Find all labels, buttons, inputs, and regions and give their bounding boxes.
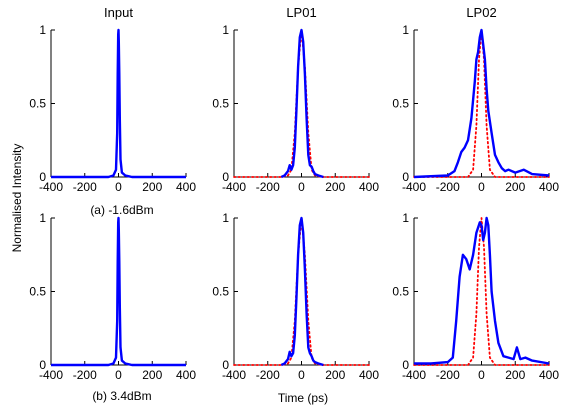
- x-tick-label: 200: [325, 368, 345, 382]
- y-tick-label: 0.5: [392, 285, 409, 299]
- x-tick-label: -400: [402, 368, 426, 382]
- subplot-1: Input -400 -200 0 200 400 0 0.5 1: [29, 5, 196, 194]
- subplot-3: LP02 -400 -200 0 200 400 0 0.5 1: [392, 5, 559, 194]
- y-tick-label: 0: [222, 170, 229, 184]
- x-tick-label: 200: [505, 368, 525, 382]
- x-tick-label: -200: [256, 180, 280, 194]
- x-tick-label: 400: [539, 180, 559, 194]
- measured-pulse-line: [280, 28, 324, 179]
- y-tick-label: 0: [402, 170, 409, 184]
- x-tick-label: 0: [478, 368, 485, 382]
- y-tick-label: 0.5: [29, 285, 46, 299]
- y-tick-label: 0: [39, 170, 46, 184]
- x-tick-label: 400: [176, 368, 196, 382]
- reference-pulse-dotted-line: [413, 217, 550, 366]
- x-tick-label: -200: [436, 368, 460, 382]
- x-tick-label: 400: [359, 368, 379, 382]
- measured-pulse-line: [51, 216, 186, 367]
- y-tick-label: 0: [222, 358, 229, 372]
- x-tick-label: 0: [478, 180, 485, 194]
- y-tick-label: 0.5: [392, 97, 409, 111]
- x-tick-label: 0: [115, 368, 122, 382]
- shared-y-axis-label: Normalised Intensity: [10, 144, 24, 253]
- x-tick-label: 400: [359, 180, 379, 194]
- y-tick-label: 1: [39, 23, 46, 37]
- reference-pulse-dotted-line: [233, 29, 370, 178]
- x-tick-label: -400: [402, 180, 426, 194]
- y-tick-label: 0: [402, 358, 409, 372]
- y-tick-label: 0.5: [212, 97, 229, 111]
- subplot-2: LP01 -400 -200 0 200 400 0 0.5 1: [212, 5, 379, 194]
- measured-pulse-line: [413, 28, 550, 179]
- measured-pulse-line: [414, 216, 550, 365]
- panel-title: Input: [104, 5, 133, 20]
- x-tick-label: -400: [222, 368, 246, 382]
- y-tick-label: 0: [39, 358, 46, 372]
- panel-title: LP01: [286, 5, 316, 20]
- x-tick-label: 0: [298, 180, 305, 194]
- subplot-grid: Input -400 -200 0 200 400 0 0.5 1 LP01 -400 -200 0 20…: [29, 5, 559, 382]
- subplot-4: -400 -200 0 200 400 0 0.5 1: [29, 211, 196, 382]
- panel-title: LP02: [466, 5, 496, 20]
- reference-pulse-dotted-line: [233, 217, 370, 366]
- measured-pulse-line: [51, 28, 186, 179]
- x-tick-label: 0: [115, 180, 122, 194]
- x-tick-label: -200: [73, 180, 97, 194]
- x-tick-label: -200: [256, 368, 280, 382]
- y-tick-label: 1: [402, 23, 409, 37]
- x-tick-label: 400: [539, 368, 559, 382]
- y-tick-label: 1: [222, 23, 229, 37]
- x-tick-label: -200: [73, 368, 97, 382]
- x-tick-label: 400: [176, 180, 196, 194]
- x-tick-label: 200: [325, 180, 345, 194]
- x-tick-label: -200: [436, 180, 460, 194]
- measured-pulse-line: [280, 216, 324, 367]
- row-label-a: (a) -1.6dBm: [90, 203, 153, 217]
- x-tick-label: 200: [142, 180, 162, 194]
- y-tick-label: 0.5: [212, 285, 229, 299]
- x-tick-label: 0: [298, 368, 305, 382]
- subplot-6: -400 -200 0 200 400 0 0.5 1: [392, 211, 559, 382]
- x-tick-label: -400: [222, 180, 246, 194]
- y-tick-label: 0.5: [29, 97, 46, 111]
- row-label-b: (b) 3.4dBm: [92, 389, 151, 403]
- y-tick-label: 1: [39, 211, 46, 225]
- x-tick-label: -400: [39, 368, 63, 382]
- x-tick-label: 200: [142, 368, 162, 382]
- x-tick-label: 200: [505, 180, 525, 194]
- shared-x-axis-label: Time (ps): [278, 391, 328, 405]
- y-tick-label: 1: [402, 211, 409, 225]
- subplot-5: -400 -200 0 200 400 0 0.5 1: [212, 211, 379, 382]
- reference-pulse-dotted-line: [413, 29, 550, 178]
- y-tick-label: 1: [222, 211, 229, 225]
- x-tick-label: -400: [39, 180, 63, 194]
